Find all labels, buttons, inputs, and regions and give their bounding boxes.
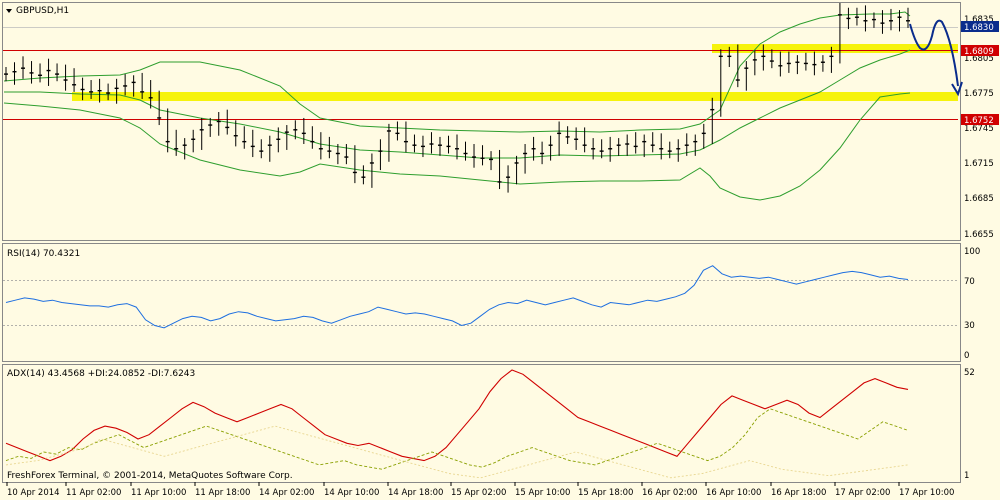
x-tick-label: 14 Apr 10:00	[324, 488, 379, 498]
main-title: GBPUSD,H1	[16, 6, 69, 16]
x-tick-label: 17 Apr 02:00	[835, 488, 890, 498]
adx-tick-label: 1	[964, 471, 969, 481]
y-tick-label: 1.6805	[964, 54, 994, 64]
rsi-panel	[2, 243, 961, 362]
copyright-text: FreshForex Terminal, © 2001-2014, MetaQu…	[7, 471, 293, 481]
main-y-axis: 1.6835 1.6805 1.6775 1.6745 1.6715 1.668…	[964, 15, 994, 240]
dropdown-icon[interactable]	[6, 9, 12, 13]
bollinger-upper	[3, 11, 911, 133]
support-level-box: 1.6752	[961, 114, 999, 126]
price-candles	[4, 3, 910, 193]
rsi-line	[5, 265, 909, 329]
y-tick-label: 1.6685	[964, 194, 994, 204]
rsi-tick-label: 100	[964, 247, 980, 257]
support-level-label: 1.6752	[964, 116, 994, 126]
resistance-level-box: 1.6809	[961, 45, 999, 57]
current-price-label: 1.6830	[964, 23, 994, 33]
current-price-box: 1.6830	[961, 21, 999, 33]
forecast-arrow	[909, 19, 963, 97]
y-tick-label: 1.6835	[964, 15, 994, 25]
rsi-tick-label: 30	[964, 321, 975, 331]
x-tick-label: 16 Apr 10:00	[706, 488, 761, 498]
x-tick-label: 11 Apr 02:00	[66, 488, 121, 498]
rsi-tick-label: 70	[964, 277, 975, 287]
x-tick-label: 11 Apr 18:00	[195, 488, 250, 498]
x-tick-label: 16 Apr 02:00	[642, 488, 697, 498]
y-tick-label: 1.6775	[964, 89, 994, 99]
time-axis: 10 Apr 2014 11 Apr 02:00 11 Apr 10:00 11 Ap…	[6, 482, 954, 498]
rsi-title: RSI(14) 70.4321	[7, 249, 80, 259]
x-tick-label: 14 Apr 02:00	[259, 488, 314, 498]
main-panel	[2, 2, 961, 241]
x-tick-label: 17 Apr 10:00	[899, 488, 954, 498]
bollinger-bands	[3, 11, 911, 201]
x-tick-label: 15 Apr 10:00	[515, 488, 570, 498]
adx-line	[5, 369, 909, 462]
minus-di-line	[5, 425, 909, 479]
adx-panel	[2, 364, 961, 483]
y-tick-label: 1.6715	[964, 159, 994, 169]
x-tick-label: 15 Apr 02:00	[451, 488, 506, 498]
x-tick-label: 15 Apr 18:00	[578, 488, 633, 498]
adx-tick-label: 52	[964, 368, 975, 378]
y-tick-label: 1.6745	[964, 124, 994, 134]
rsi-y-axis: 100 70 30 0	[964, 247, 980, 361]
adx-y-axis: 52 1	[964, 368, 975, 481]
adx-title: ADX(14) 43.4568 +DI:24.0852 -DI:7.6243	[7, 369, 195, 379]
x-tick-label: 16 Apr 18:00	[771, 488, 826, 498]
x-tick-label: 11 Apr 10:00	[131, 488, 186, 498]
x-tick-label: 14 Apr 18:00	[388, 488, 443, 498]
bollinger-lower	[3, 92, 911, 201]
resistance-level-label: 1.6809	[964, 47, 994, 57]
bollinger-middle	[4, 49, 911, 159]
x-tick-label: 10 Apr 2014	[7, 488, 60, 498]
rsi-tick-label: 0	[964, 351, 969, 361]
plus-di-line	[5, 408, 909, 470]
y-tick-label: 1.6655	[964, 230, 994, 240]
support-zone	[72, 44, 958, 101]
